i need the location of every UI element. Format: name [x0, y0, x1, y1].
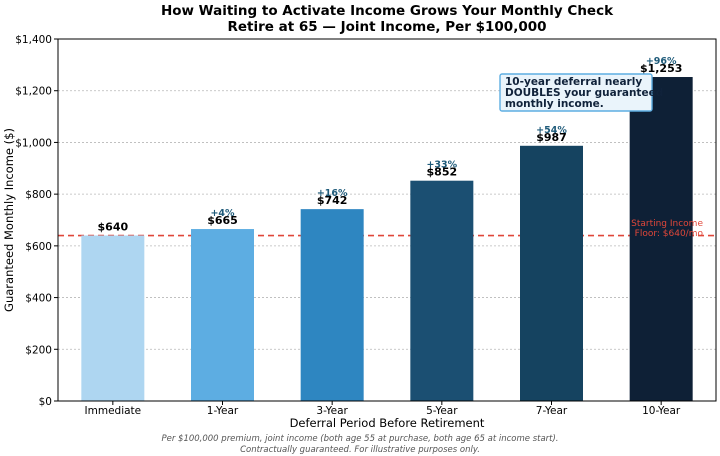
bar-value-label: $665	[207, 214, 238, 227]
bar-value-label: $987	[536, 131, 567, 144]
y-tick-label: $1,400	[15, 34, 52, 46]
x-tick-label: 5-Year	[426, 405, 458, 417]
y-tick-label: $1,000	[15, 137, 52, 149]
callout-line-2: DOUBLES your guaranteed	[505, 87, 663, 99]
x-tick-label: 10-Year	[642, 405, 681, 417]
y-tick-label: $1,200	[15, 86, 52, 98]
bar-percent-label: +4%	[210, 208, 235, 219]
reference-line-label-1: Starting Income	[631, 219, 703, 229]
x-tick-label: Immediate	[85, 405, 142, 417]
bar-percent-label: +54%	[536, 125, 567, 136]
x-axis-ticks: Immediate 1-Year 3-Year 5-Year 7-Year 10-Year	[85, 401, 681, 417]
bar-labels: $640 $665+4% $742+16% $852+33% $987+54% $1,25…	[98, 56, 683, 234]
plot-frame	[57, 38, 717, 402]
bar	[520, 145, 583, 401]
callout-line-1: 10-year deferral nearly	[505, 76, 642, 88]
y-tick-label: $800	[25, 189, 52, 201]
bar-percent-label: +96%	[646, 56, 677, 67]
callout-line-3: monthly income.	[505, 98, 604, 110]
gridlines	[58, 90, 716, 350]
y-tick-label: $200	[25, 344, 52, 356]
y-axis-label: Guaranteed Monthly Income ($)	[2, 128, 16, 312]
bar-value-label: $852	[427, 166, 458, 179]
bar-value-label: $742	[317, 194, 348, 207]
bar	[300, 209, 364, 401]
x-tick-label: 7-Year	[536, 405, 568, 417]
bar	[81, 235, 145, 401]
bar-value-label: $1,253	[640, 62, 682, 75]
reference-line-label-2: Floor: $640/mo	[635, 229, 704, 239]
y-axis-ticks: $0 $200 $400 $600 $800 $1,000 $1,200 $1,400	[15, 34, 58, 408]
bar	[629, 77, 693, 401]
x-tick-label: 3-Year	[316, 405, 348, 417]
bar	[191, 229, 254, 401]
bars	[81, 77, 693, 401]
bar-percent-label: +16%	[317, 188, 348, 199]
footnote-line-1: Per $100,000 premium, joint income (both…	[161, 434, 558, 444]
callout-background	[499, 73, 653, 112]
bar	[410, 180, 474, 401]
footnote-line-2: Contractually guaranteed. For illustrati…	[240, 445, 480, 455]
bar-percent-label: +33%	[426, 160, 457, 171]
x-tick-label: 1-Year	[207, 405, 239, 417]
y-tick-label: $0	[39, 396, 52, 408]
chart-title: How Waiting to Activate Income Grows You…	[161, 3, 614, 19]
chart-subtitle: Retire at 65 — Joint Income, Per $100,00…	[227, 19, 546, 35]
x-axis-label: Deferral Period Before Retirement	[290, 416, 485, 430]
callout-box: 10-year deferral nearly DOUBLES your gua…	[499, 73, 663, 112]
y-tick-label: $600	[25, 241, 52, 253]
y-tick-label: $400	[25, 293, 52, 305]
bar-value-label: $640	[98, 221, 129, 234]
